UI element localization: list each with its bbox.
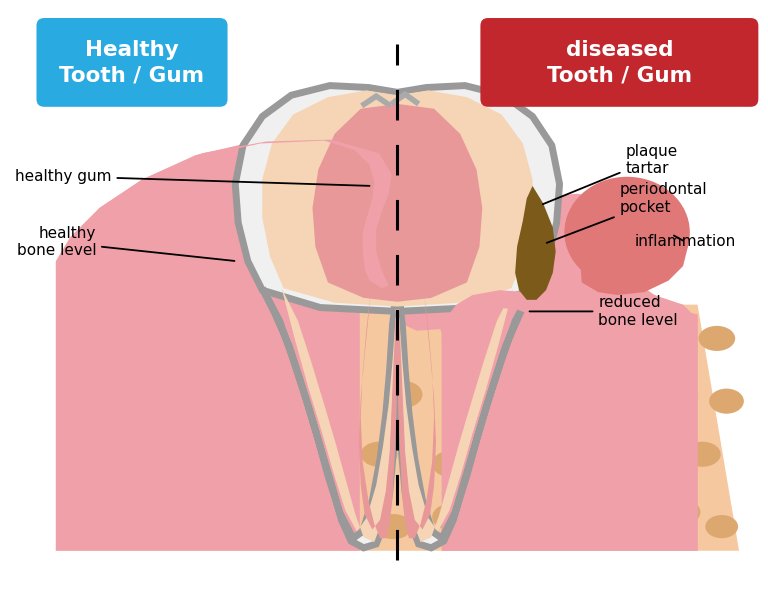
Ellipse shape <box>666 500 700 525</box>
Ellipse shape <box>644 320 683 347</box>
Polygon shape <box>56 140 392 289</box>
Text: diseased
Tooth / Gum: diseased Tooth / Gum <box>547 40 692 85</box>
Polygon shape <box>432 194 697 550</box>
Text: reduced
bone level: reduced bone level <box>529 295 678 327</box>
Ellipse shape <box>201 494 238 521</box>
Ellipse shape <box>501 440 538 465</box>
Ellipse shape <box>659 381 697 408</box>
Polygon shape <box>442 269 697 550</box>
Polygon shape <box>442 290 577 348</box>
FancyBboxPatch shape <box>481 18 758 107</box>
Polygon shape <box>395 289 532 548</box>
Ellipse shape <box>564 177 690 288</box>
Ellipse shape <box>361 442 397 467</box>
Ellipse shape <box>102 439 144 470</box>
Polygon shape <box>313 104 482 301</box>
Polygon shape <box>56 143 397 295</box>
Text: plaque
tartar: plaque tartar <box>543 144 677 204</box>
Ellipse shape <box>86 499 122 526</box>
Polygon shape <box>579 194 688 295</box>
Polygon shape <box>235 86 560 312</box>
Ellipse shape <box>384 381 422 408</box>
Polygon shape <box>282 289 399 542</box>
Text: Healthy
Tooth / Gum: Healthy Tooth / Gum <box>59 40 204 85</box>
Polygon shape <box>396 289 513 542</box>
Ellipse shape <box>451 386 491 415</box>
Polygon shape <box>397 276 547 340</box>
Ellipse shape <box>112 323 154 354</box>
Polygon shape <box>263 90 532 307</box>
Ellipse shape <box>249 320 287 347</box>
Polygon shape <box>263 289 400 548</box>
Ellipse shape <box>318 500 353 525</box>
Ellipse shape <box>259 508 297 535</box>
FancyBboxPatch shape <box>36 18 227 107</box>
Ellipse shape <box>586 326 626 355</box>
Polygon shape <box>359 295 399 538</box>
Ellipse shape <box>296 445 336 474</box>
Polygon shape <box>56 271 739 550</box>
Ellipse shape <box>684 442 720 467</box>
Ellipse shape <box>141 512 182 541</box>
Ellipse shape <box>519 323 558 350</box>
Ellipse shape <box>91 380 136 413</box>
Ellipse shape <box>528 383 568 410</box>
Text: inflammation: inflammation <box>635 234 736 250</box>
Polygon shape <box>56 136 384 550</box>
Ellipse shape <box>230 436 268 463</box>
Ellipse shape <box>550 502 584 527</box>
Ellipse shape <box>376 514 412 539</box>
Ellipse shape <box>306 384 346 413</box>
Ellipse shape <box>699 326 735 351</box>
Ellipse shape <box>606 513 644 540</box>
Ellipse shape <box>160 386 203 417</box>
Text: healthy
bone level: healthy bone level <box>17 226 234 261</box>
Ellipse shape <box>705 515 738 538</box>
Ellipse shape <box>625 450 664 477</box>
Ellipse shape <box>432 450 471 477</box>
Ellipse shape <box>595 386 636 415</box>
Ellipse shape <box>561 442 602 471</box>
Ellipse shape <box>432 503 471 530</box>
Ellipse shape <box>166 450 207 478</box>
Text: periodontal
pocket: periodontal pocket <box>547 182 707 243</box>
Polygon shape <box>515 186 556 300</box>
Ellipse shape <box>491 519 528 544</box>
Text: healthy gum: healthy gum <box>15 169 369 186</box>
Polygon shape <box>396 295 436 538</box>
Ellipse shape <box>180 326 221 355</box>
Ellipse shape <box>709 389 744 414</box>
Ellipse shape <box>233 377 274 406</box>
